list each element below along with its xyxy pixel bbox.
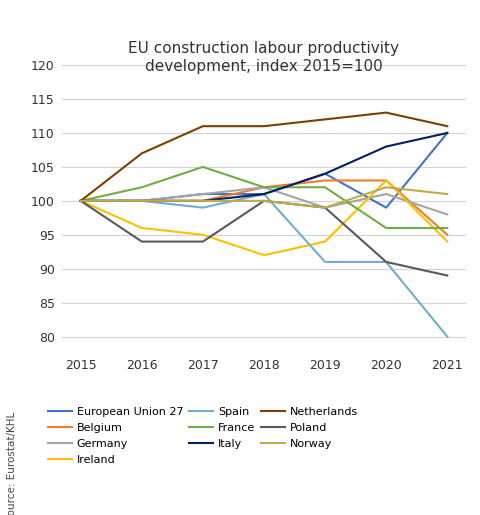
Italy (261, 191, 267, 197)
Norway (200, 198, 206, 204)
France (78, 198, 84, 204)
Belgium (78, 198, 84, 204)
Spain (261, 191, 267, 197)
Spain (322, 259, 328, 265)
Poland (261, 198, 267, 204)
Line: Norway: Norway (81, 187, 447, 208)
Belgium (261, 184, 267, 191)
Netherlands (384, 110, 389, 116)
Italy (139, 198, 144, 204)
Belgium (384, 177, 389, 183)
Germany (322, 204, 328, 211)
Spain (78, 198, 84, 204)
France (261, 184, 267, 191)
Norway (139, 198, 144, 204)
Netherlands (139, 150, 144, 157)
Text: Source: Eurostat/KHL: Source: Eurostat/KHL (7, 412, 17, 515)
Line: European Union 27: European Union 27 (81, 133, 447, 208)
Netherlands (200, 123, 206, 129)
Line: Germany: Germany (81, 187, 447, 214)
Germany (78, 198, 84, 204)
Germany (261, 184, 267, 191)
Line: Spain: Spain (81, 194, 447, 337)
France (139, 184, 144, 191)
Norway (384, 184, 389, 191)
Netherlands (78, 198, 84, 204)
European Union 27 (322, 170, 328, 177)
Poland (139, 238, 144, 245)
Germany (139, 198, 144, 204)
Spain (384, 259, 389, 265)
Poland (384, 259, 389, 265)
Belgium (444, 232, 450, 238)
Italy (322, 170, 328, 177)
Germany (200, 191, 206, 197)
European Union 27 (139, 198, 144, 204)
Poland (444, 272, 450, 279)
Ireland (444, 238, 450, 245)
France (444, 225, 450, 231)
Poland (200, 238, 206, 245)
Netherlands (261, 123, 267, 129)
Line: Belgium: Belgium (81, 180, 447, 235)
European Union 27 (384, 204, 389, 211)
Netherlands (444, 123, 450, 129)
France (200, 164, 206, 170)
Line: Ireland: Ireland (81, 180, 447, 255)
Italy (384, 144, 389, 150)
Netherlands (322, 116, 328, 123)
Ireland (261, 252, 267, 258)
Norway (322, 204, 328, 211)
Italy (444, 130, 450, 136)
European Union 27 (261, 191, 267, 197)
Belgium (200, 198, 206, 204)
Line: France: France (81, 167, 447, 228)
Norway (78, 198, 84, 204)
Line: Italy: Italy (81, 133, 447, 201)
Spain (139, 198, 144, 204)
Text: EU construction labour productivity
development, index 2015=100: EU construction labour productivity deve… (129, 41, 399, 74)
Norway (261, 198, 267, 204)
Ireland (200, 232, 206, 238)
Ireland (139, 225, 144, 231)
Belgium (322, 177, 328, 183)
France (322, 184, 328, 191)
European Union 27 (200, 191, 206, 197)
Germany (384, 191, 389, 197)
Spain (444, 334, 450, 340)
Line: Netherlands: Netherlands (81, 113, 447, 201)
Line: Poland: Poland (81, 201, 447, 276)
Spain (200, 204, 206, 211)
Poland (78, 198, 84, 204)
Legend: European Union 27, Belgium, Germany, Ireland, Spain, France, Italy, Netherlands,: European Union 27, Belgium, Germany, Ire… (48, 406, 358, 466)
Germany (444, 211, 450, 217)
European Union 27 (78, 198, 84, 204)
European Union 27 (444, 130, 450, 136)
Poland (322, 204, 328, 211)
Norway (444, 191, 450, 197)
Ireland (78, 198, 84, 204)
Belgium (139, 198, 144, 204)
Ireland (322, 238, 328, 245)
France (384, 225, 389, 231)
Italy (78, 198, 84, 204)
Italy (200, 198, 206, 204)
Ireland (384, 177, 389, 183)
